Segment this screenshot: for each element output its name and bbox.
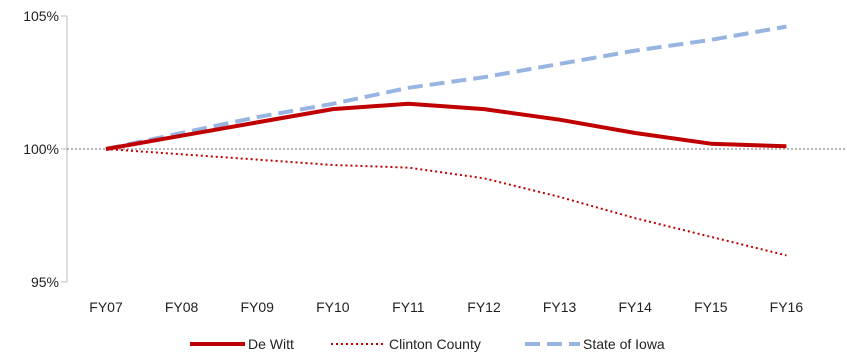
x-tick-label: FY15 xyxy=(694,299,728,315)
x-tick-label: FY12 xyxy=(467,299,501,315)
series-line-de-witt xyxy=(105,101,787,151)
y-tick-labels: 95% 100% 105% xyxy=(23,8,59,290)
x-tick-label: FY13 xyxy=(543,299,577,315)
legend: De Witt Clinton County State of Iowa xyxy=(190,336,665,352)
x-tick-label: FY16 xyxy=(770,299,804,315)
x-tick-label: FY14 xyxy=(618,299,652,315)
series-lines xyxy=(105,24,787,257)
x-tick-label: FY08 xyxy=(165,299,199,315)
axes xyxy=(61,15,845,283)
y-tick-label: 100% xyxy=(23,141,59,157)
y-tick-label: 105% xyxy=(23,8,59,24)
x-tick-label: FY10 xyxy=(316,299,350,315)
legend-label: De Witt xyxy=(248,336,294,352)
legend-label: Clinton County xyxy=(389,336,481,352)
x-tick-label: FY11 xyxy=(392,299,425,315)
x-tick-label: FY09 xyxy=(240,299,274,315)
series-line-state-of-iowa xyxy=(105,24,787,151)
legend-label: State of Iowa xyxy=(583,336,665,352)
x-tick-label: FY07 xyxy=(89,299,123,315)
series-line-clinton-county xyxy=(105,148,787,257)
y-tick-label: 95% xyxy=(31,274,59,290)
x-tick-labels: FY07 FY08 FY09 FY10 FY11 FY12 FY13 FY14 FY15 FY16 xyxy=(89,299,803,315)
